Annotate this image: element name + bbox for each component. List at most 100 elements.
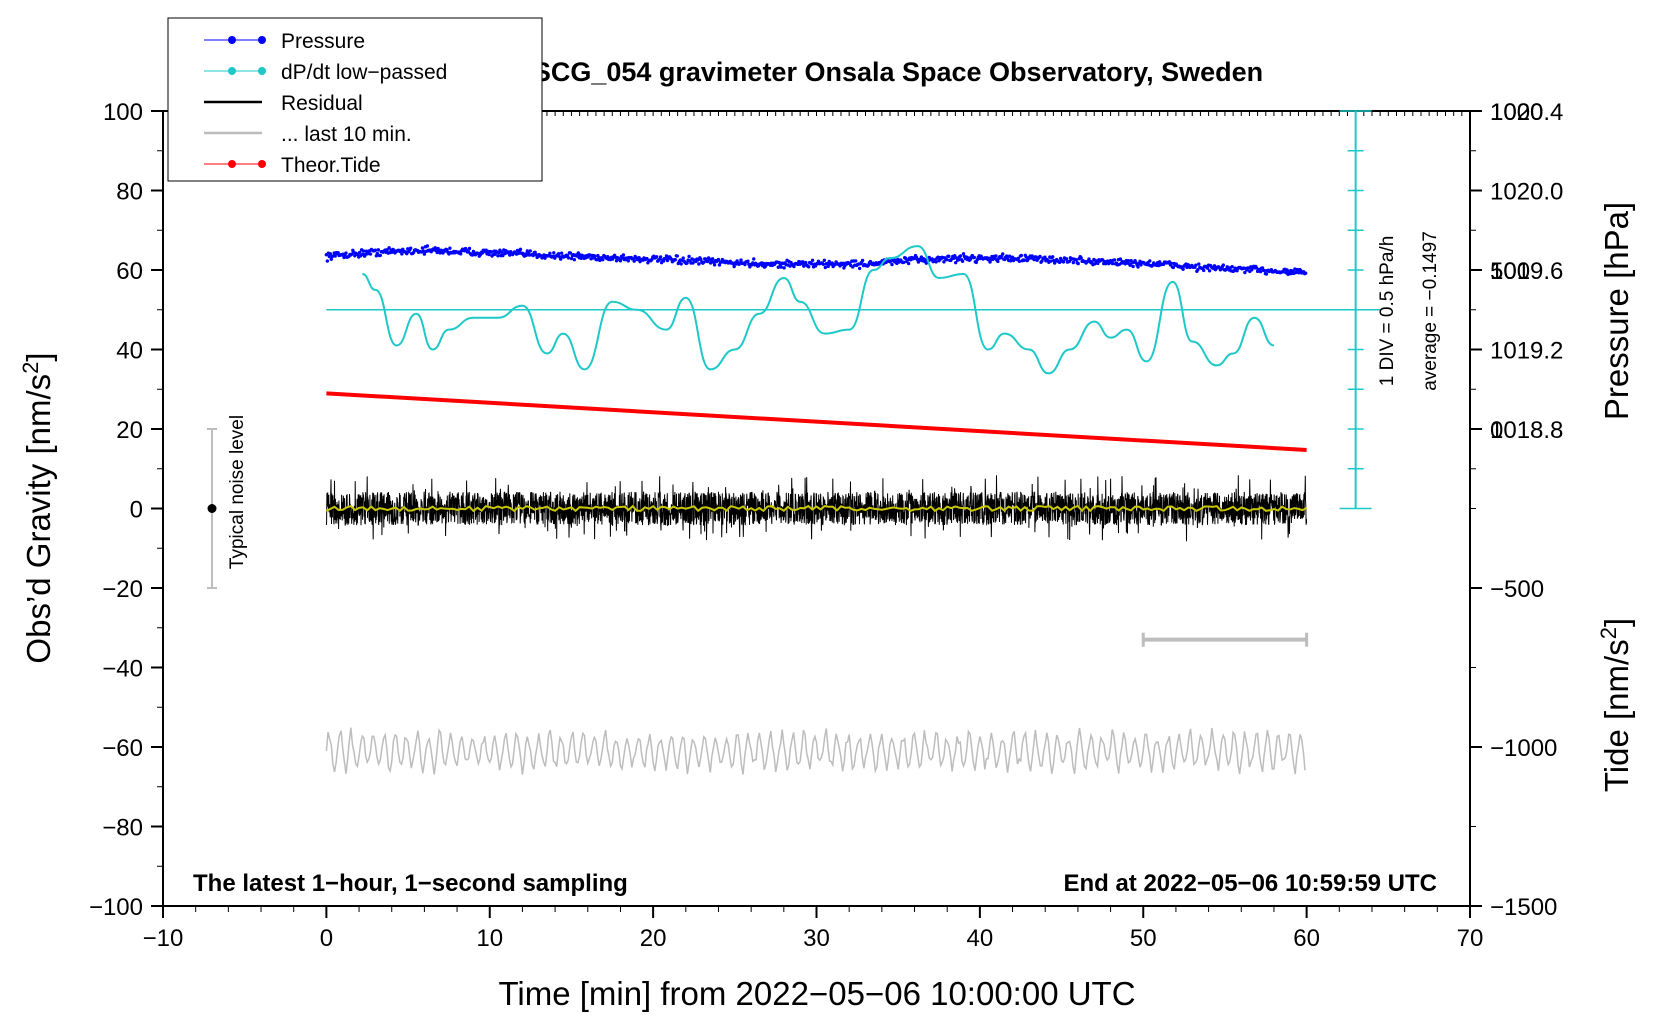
x-tick-label: −10 xyxy=(143,925,184,952)
y-tick-label: −60 xyxy=(102,735,143,762)
pressure-point xyxy=(458,252,463,256)
pressure-point xyxy=(1118,257,1123,261)
pressure-point xyxy=(906,261,911,266)
scale-bar-division-label: 1 DIV = 0.5 hPa/h xyxy=(1377,236,1398,387)
chart-title: SCG_054 gravimeter Onsala Space Observat… xyxy=(533,57,1263,87)
pressure-point xyxy=(1071,260,1076,265)
pressure-point xyxy=(743,262,747,267)
pressure-point xyxy=(618,259,623,263)
pressure-point xyxy=(1136,265,1140,269)
pressure-point xyxy=(1201,268,1206,273)
pressure-point xyxy=(679,262,683,266)
pressure-point xyxy=(421,249,426,253)
pressure-point xyxy=(480,251,484,255)
pressure-point xyxy=(956,257,961,262)
pressure-point xyxy=(655,255,659,259)
pressure-point xyxy=(556,252,561,256)
pressure-point xyxy=(1049,259,1053,263)
pressure-point xyxy=(826,264,830,269)
pressure-point xyxy=(712,263,717,267)
pressure-point xyxy=(614,259,619,263)
pressure-point xyxy=(1262,268,1267,273)
pressure-point xyxy=(779,265,783,269)
pressure-point xyxy=(500,250,504,254)
pressure-tick-label: 1019.2 xyxy=(1490,338,1563,365)
pressure-point xyxy=(1221,263,1226,267)
legend: Pressure dP/dt low−passed Residual ... last… xyxy=(167,17,543,182)
pressure-point xyxy=(1017,259,1022,263)
pressure-point xyxy=(806,265,811,269)
pressure-point xyxy=(325,259,330,263)
pressure-point xyxy=(830,261,834,265)
tide-tick-label: 0 xyxy=(1490,417,1503,444)
legend-label: Theor.Tide xyxy=(281,154,381,177)
pressure-point xyxy=(1205,266,1210,270)
pressure-point xyxy=(1128,263,1132,267)
pressure-point xyxy=(408,246,413,250)
tide-tick-label: −1000 xyxy=(1490,735,1557,762)
pressure-rate-scale-bar xyxy=(1339,110,1372,510)
pressure-point xyxy=(746,259,750,263)
pressure-point xyxy=(328,252,332,256)
pressure-point xyxy=(961,252,966,256)
pressure-point xyxy=(1294,270,1298,275)
dpdt-line xyxy=(362,245,1275,375)
pressure-point xyxy=(914,255,919,259)
pressure-point xyxy=(489,250,493,254)
pressure-point xyxy=(548,251,552,256)
pressure-point xyxy=(934,260,938,264)
y-tick-label: −20 xyxy=(102,576,143,603)
noise-bar-center-dot xyxy=(207,504,217,513)
noise-level-bar xyxy=(207,428,218,589)
pressure-point xyxy=(333,254,337,258)
pressure-point xyxy=(1303,271,1308,275)
pressure-point xyxy=(342,255,346,260)
pressure-point xyxy=(687,254,691,259)
pressure-point xyxy=(559,251,564,255)
pressure-point xyxy=(857,266,862,271)
pressure-point xyxy=(1207,269,1212,273)
pressure-point xyxy=(1197,262,1201,266)
x-axis-label: Time [min] from 2022−05−06 10:00:00 UTC xyxy=(498,975,1135,1012)
y-tick-label: 20 xyxy=(116,417,143,444)
legend-label: ... last 10 min. xyxy=(281,123,412,146)
pressure-point xyxy=(810,258,815,263)
pressure-point xyxy=(543,256,547,260)
pressure-point xyxy=(518,247,523,252)
pressure-point xyxy=(1007,254,1012,258)
pressure-point xyxy=(329,257,333,261)
pressure-point xyxy=(761,261,766,266)
pressure-point xyxy=(569,256,574,261)
pressure-point xyxy=(1230,264,1234,269)
pressure-point xyxy=(327,254,332,259)
y-tick-label: −80 xyxy=(102,815,143,842)
pressure-point xyxy=(621,253,626,257)
y-tick-label: 80 xyxy=(116,179,143,206)
theor-tide-line xyxy=(326,391,1307,452)
tide-tick-label: −1500 xyxy=(1490,894,1557,921)
pressure-point xyxy=(890,262,894,267)
pressure-point xyxy=(697,262,701,266)
y-tick-label: 100 xyxy=(103,99,143,126)
x-tick-label: 20 xyxy=(640,925,667,952)
pressure-point xyxy=(1019,253,1024,258)
pressure-point xyxy=(947,254,951,258)
x-tick-label: 10 xyxy=(476,925,503,952)
pressure-point xyxy=(566,256,571,260)
pressure-point xyxy=(1254,266,1259,270)
pressure-point xyxy=(361,249,366,253)
pressure-point xyxy=(673,258,678,262)
pressure-point xyxy=(568,251,573,255)
x-tick-label: 0 xyxy=(320,925,333,952)
series-residual xyxy=(325,475,1308,542)
pressure-point xyxy=(344,251,348,255)
pressure-point xyxy=(632,259,636,263)
pressure-point xyxy=(717,263,722,267)
pressure-point xyxy=(942,260,946,264)
y-axis-label-tide: Tide [nm/s2] xyxy=(1596,618,1635,792)
pressure-point xyxy=(378,253,382,258)
pressure-point xyxy=(1157,260,1162,264)
series-theor-tide xyxy=(326,391,1307,452)
annotation-sampling: The latest 1−hour, 1−second sampling xyxy=(193,870,628,897)
y-axis-label-gravity: Obs’d Gravity [nm/s2] xyxy=(18,352,57,663)
